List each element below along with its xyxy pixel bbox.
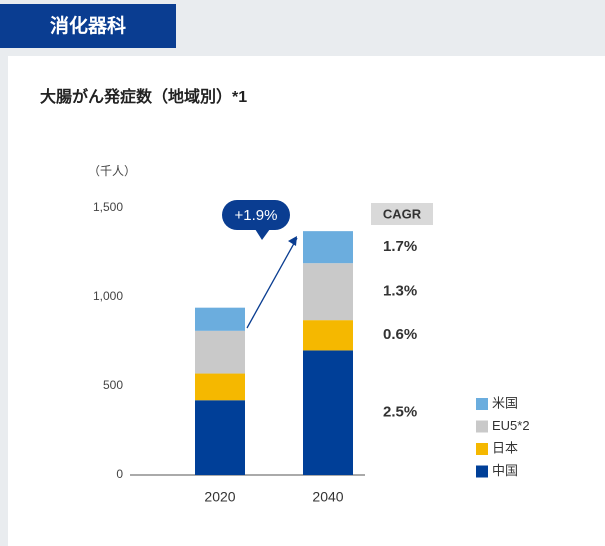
chart-title: 大腸がん発症数（地域別）*1 xyxy=(40,87,247,106)
bar-segment xyxy=(195,307,245,331)
header-title: 消化器科 xyxy=(50,14,126,37)
annotation: +1.9% xyxy=(235,207,278,224)
legend-label: 米国 xyxy=(492,395,518,410)
legend-swatch xyxy=(476,398,488,410)
legend-swatch xyxy=(476,420,488,433)
cagr-value: 1.7% xyxy=(383,238,417,255)
bar-segment xyxy=(195,400,245,475)
legend-label: 中国 xyxy=(492,463,518,478)
header-tab xyxy=(0,4,176,48)
bar-segment xyxy=(303,263,353,321)
y-tick-label: 1,000 xyxy=(93,289,123,303)
y-tick-label: 0 xyxy=(116,467,123,481)
y-tick-label: 500 xyxy=(103,378,123,392)
legend-swatch xyxy=(476,465,488,478)
bar-segment xyxy=(303,320,353,351)
arrow xyxy=(246,237,298,329)
arrow-head xyxy=(288,236,297,246)
bar-segment xyxy=(195,330,245,374)
bar-segment xyxy=(195,373,245,401)
y-tick-label: 1,500 xyxy=(93,200,123,214)
y-unit: （千人） xyxy=(88,164,136,178)
cagr-box xyxy=(371,203,433,225)
cagr-value: 2.5% xyxy=(383,404,417,421)
legend-label: 日本 xyxy=(492,440,518,455)
bar-segment xyxy=(303,350,353,475)
x-tick-label: 2040 xyxy=(312,489,343,505)
cagr-value: 1.3% xyxy=(383,283,417,300)
bar-segment xyxy=(303,231,353,264)
callout-pointer xyxy=(255,229,270,240)
cagr-value: 0.6% xyxy=(383,326,417,343)
x-tick-label: 2020 xyxy=(204,489,235,505)
callout xyxy=(222,200,290,230)
legend-label: EU5*2 xyxy=(492,418,530,433)
cagr-label: CAGR xyxy=(383,206,422,221)
legend-swatch xyxy=(476,443,488,455)
